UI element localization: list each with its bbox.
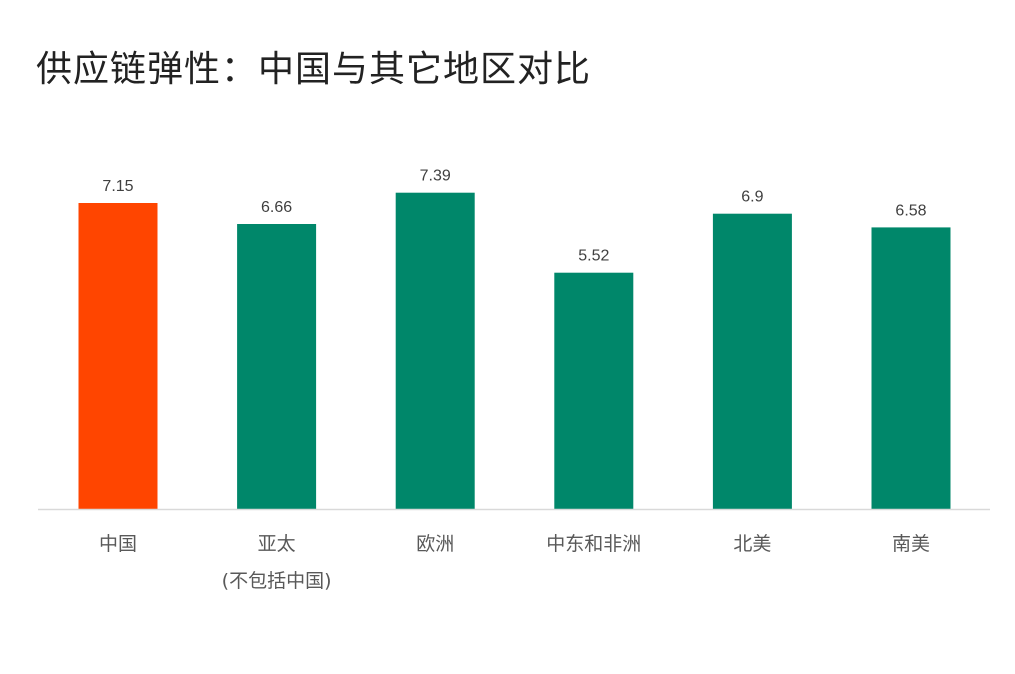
category-label-1: 亚太 [258,533,296,555]
category-label-3: 中东和非洲 [546,533,641,555]
category-labels-layer: 中国 亚太 (不包括中国) 欧洲 中东和非洲 北美 南美 [99,533,930,592]
value-label-0: 7.15 [102,178,133,195]
category-label-2: 欧洲 [416,533,454,555]
bars-layer [78,192,951,509]
chart-title: 供应链弹性：中国与其它地区对比 [36,49,592,90]
value-label-3: 5.52 [578,248,609,265]
category-label-5: 南美 [892,533,930,555]
bar-4 [712,213,792,509]
value-label-4: 6.9 [741,189,763,206]
labels-layer: 7.15 6.66 7.39 5.52 6.9 6.58 [102,168,926,265]
bar-2 [395,192,475,509]
category-label-1-line2: (不包括中国) [222,570,332,592]
bar-1 [237,224,317,509]
value-label-1: 6.66 [261,199,292,216]
bar-5 [871,227,951,509]
category-label-4: 北美 [733,533,771,555]
value-label-2: 7.39 [420,168,451,185]
bar-3 [554,272,634,509]
bar-0 [78,203,158,509]
value-label-5: 6.58 [895,202,926,219]
category-label-0: 中国 [99,533,137,555]
